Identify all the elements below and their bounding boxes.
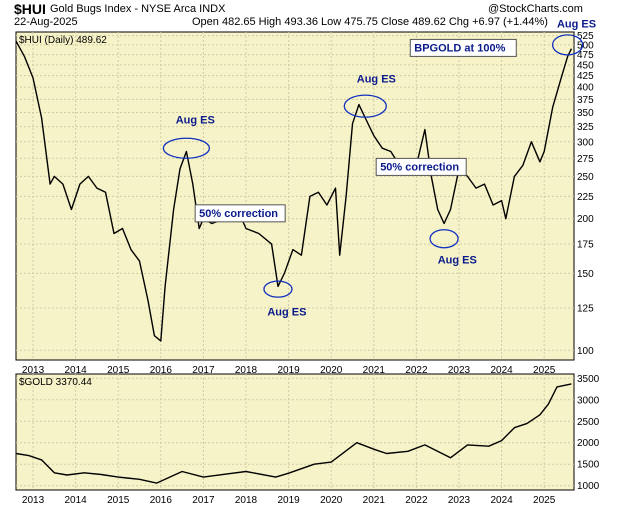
- watermark: @StockCharts.com: [488, 3, 583, 15]
- y-tick-label: 500: [577, 40, 594, 51]
- annotation-box: [375, 157, 467, 176]
- y-tick-label: 1000: [577, 481, 600, 492]
- y-tick-label: 175: [577, 240, 594, 251]
- highlight-ellipse: [263, 280, 293, 298]
- annotation-box-label: BPGOLD at 100%: [414, 42, 505, 54]
- y-tick-label: 300: [577, 137, 594, 148]
- x-tick-label: 2021: [363, 495, 386, 506]
- x-tick-label: 2016: [150, 495, 173, 506]
- y-tick-label: 225: [577, 192, 594, 203]
- x-tick-label: 2018: [235, 365, 258, 376]
- x-tick-label: 2017: [192, 365, 215, 376]
- y-tick-label: 425: [577, 71, 594, 82]
- annotation-box-label: 50% correction: [199, 208, 278, 220]
- y-tick-label: 250: [577, 172, 594, 183]
- x-tick-label: 2020: [320, 495, 343, 506]
- annotation-box: [409, 38, 517, 57]
- x-tick-label: 2022: [405, 495, 428, 506]
- x-tick-label: 2013: [22, 365, 45, 376]
- y-tick-label: 325: [577, 122, 594, 133]
- y-tick-label: 275: [577, 154, 594, 165]
- x-tick-label: 2021: [363, 365, 386, 376]
- annotation-label: Aug ES: [438, 254, 477, 266]
- x-tick-label: 2015: [107, 365, 130, 376]
- y-tick-label: 375: [577, 95, 594, 106]
- x-tick-label: 2020: [320, 365, 343, 376]
- index-name: Gold Bugs Index - NYSE Arca INDX: [50, 3, 226, 15]
- plot-area-1: [15, 373, 575, 491]
- x-tick-label: 2014: [65, 495, 88, 506]
- y-tick-label: 400: [577, 83, 594, 94]
- panel-label: $HUI (Daily) 489.62: [19, 35, 107, 46]
- y-tick-label: 3000: [577, 395, 600, 406]
- y-tick-label: 350: [577, 108, 594, 119]
- x-tick-label: 2016: [150, 365, 173, 376]
- ticker-symbol: $HUI: [14, 1, 46, 17]
- chart-date: 22-Aug-2025: [14, 16, 78, 28]
- ohlc-readout: Open 482.65 High 493.36 Low 475.75 Close…: [192, 16, 548, 28]
- y-tick-label: 125: [577, 303, 594, 314]
- highlight-ellipse: [162, 137, 211, 159]
- annotation-label: Aug ES: [267, 307, 306, 319]
- annotation-label: Aug ES: [557, 18, 596, 30]
- x-tick-label: 2019: [277, 365, 300, 376]
- y-tick-label: 450: [577, 60, 594, 71]
- x-tick-label: 2023: [448, 495, 471, 506]
- x-tick-label: 2015: [107, 495, 130, 506]
- y-tick-label: 3500: [577, 374, 600, 385]
- annotation-box-label: 50% correction: [380, 161, 459, 173]
- series-line-0-0: [15, 40, 573, 342]
- x-tick-label: 2013: [22, 495, 45, 506]
- x-tick-label: 2025: [533, 495, 556, 506]
- highlight-ellipse: [429, 229, 459, 249]
- x-tick-label: 2014: [65, 365, 88, 376]
- highlight-ellipse: [343, 94, 387, 118]
- y-tick-label: 150: [577, 269, 594, 280]
- annotation-label: Aug ES: [176, 115, 215, 127]
- y-tick-label: 1500: [577, 460, 600, 471]
- x-tick-label: 2023: [448, 365, 471, 376]
- panel-label: $GOLD 3370.44: [19, 377, 92, 388]
- series-line-1-0: [15, 383, 572, 484]
- y-tick-label: 2000: [577, 438, 600, 449]
- gold-panel: 2013 2014 2015 2016 2017 2018 2019 2020 2021 2022…: [15, 373, 600, 506]
- x-tick-label: 2025: [533, 365, 556, 376]
- y-tick-label: 475: [577, 50, 594, 61]
- highlight-ellipse: [551, 34, 584, 56]
- x-tick-label: 2024: [490, 365, 513, 376]
- x-tick-label: 2018: [235, 495, 258, 506]
- y-tick-label: 2500: [577, 417, 600, 428]
- x-tick-label: 2019: [277, 495, 300, 506]
- y-tick-label: 100: [577, 346, 594, 357]
- y-tick-label: 200: [577, 214, 594, 225]
- annotation-box: [194, 204, 286, 223]
- hui-panel: 2013 2014 2015 2016 2017 2018 2019 2020 2021 2022…: [15, 18, 596, 376]
- x-tick-label: 2017: [192, 495, 215, 506]
- annotation-label: Aug ES: [357, 74, 396, 86]
- x-tick-label: 2024: [490, 495, 513, 506]
- y-tick-label: 525: [577, 31, 594, 42]
- x-tick-label: 2022: [405, 365, 428, 376]
